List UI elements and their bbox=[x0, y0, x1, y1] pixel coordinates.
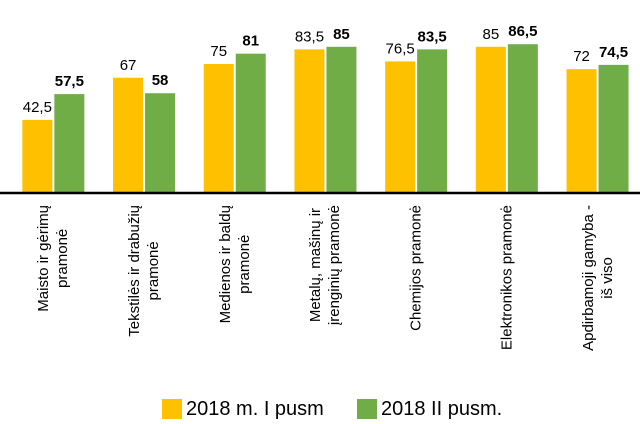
x-tick-label: Apdirbamoji gamyba - iš viso bbox=[579, 205, 616, 351]
data-label: 81 bbox=[242, 33, 259, 50]
bar bbox=[235, 53, 266, 194]
bar bbox=[294, 49, 325, 193]
data-label: 58 bbox=[152, 72, 169, 89]
bar bbox=[113, 77, 144, 193]
bar bbox=[566, 69, 597, 193]
bar bbox=[203, 64, 234, 193]
x-tick-label: Metalų, mašinų ir įrenginių pramonė bbox=[307, 205, 344, 326]
x-tick-label: Tekstilės ir drabužių pramonė bbox=[126, 205, 163, 337]
x-tick-label: Medienos ir baldų pramonė bbox=[216, 205, 253, 324]
bar bbox=[145, 93, 176, 193]
data-label: 83,5 bbox=[295, 28, 324, 45]
bar bbox=[385, 61, 416, 193]
data-label: 72 bbox=[573, 48, 590, 65]
legend-label: 2018 m. I pusm bbox=[186, 398, 324, 420]
data-label: 57,5 bbox=[55, 73, 84, 90]
legend-label: 2018 II pusm. bbox=[381, 398, 503, 420]
data-label: 85 bbox=[333, 26, 350, 43]
legend-swatch bbox=[357, 399, 377, 419]
bar bbox=[417, 49, 448, 193]
data-label: 83,5 bbox=[418, 28, 447, 45]
x-tick-label: Chemijos pramonė bbox=[407, 205, 425, 331]
bar bbox=[507, 44, 538, 193]
data-label: 86,5 bbox=[508, 23, 537, 40]
data-label: 74,5 bbox=[599, 44, 628, 61]
data-label: 75 bbox=[210, 43, 227, 60]
data-label: 76,5 bbox=[386, 40, 415, 57]
bar bbox=[54, 94, 85, 193]
bar bbox=[22, 119, 53, 193]
bar bbox=[475, 46, 506, 193]
legend-swatch bbox=[162, 399, 182, 419]
x-tick-label: Maisto ir gėrimų pramonė bbox=[35, 205, 72, 312]
bar bbox=[326, 46, 357, 193]
bar bbox=[598, 64, 629, 193]
data-label: 67 bbox=[120, 57, 137, 74]
x-tick-label: Elektronikos pramonė bbox=[498, 205, 516, 351]
data-label: 85 bbox=[483, 26, 500, 43]
data-label: 42,5 bbox=[23, 99, 52, 116]
